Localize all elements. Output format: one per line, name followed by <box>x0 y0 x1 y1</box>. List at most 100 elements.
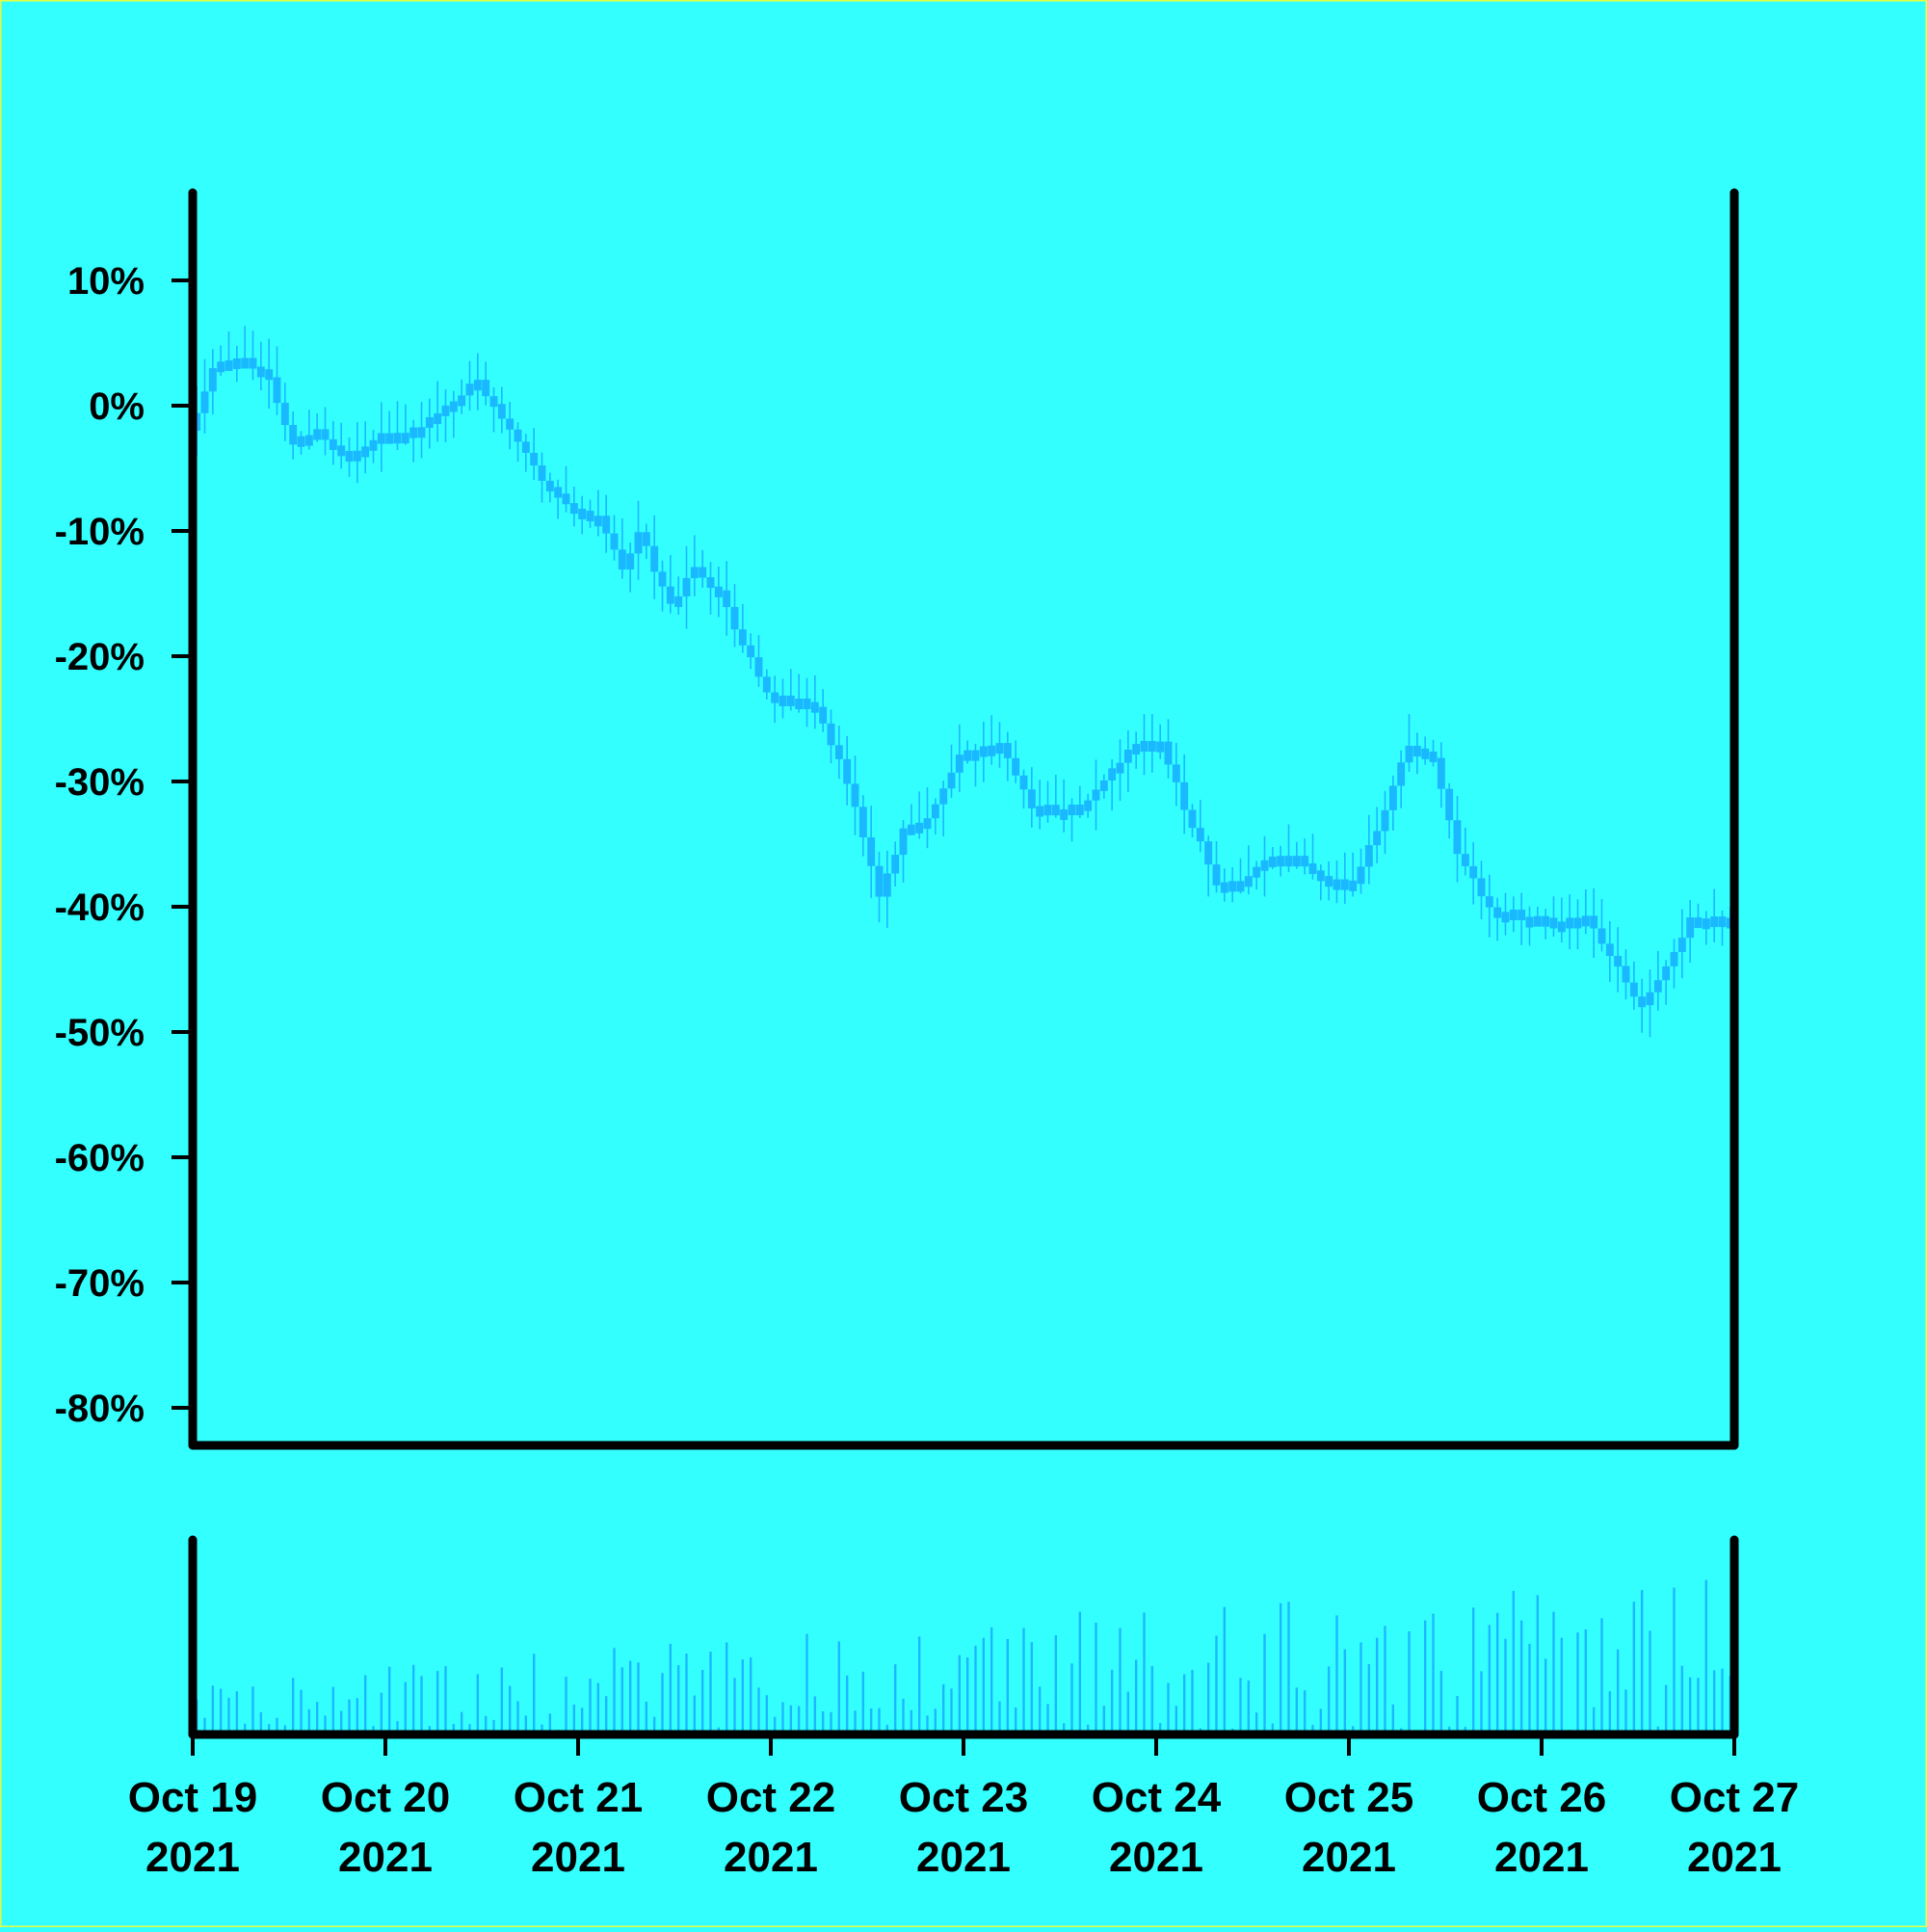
volume-bar <box>1640 1590 1644 1734</box>
volume-bar <box>1697 1678 1700 1734</box>
y-tick-label: 10% <box>67 260 145 303</box>
candle-body <box>1268 856 1277 867</box>
volume-bar <box>1215 1635 1218 1734</box>
volume-bar <box>1432 1613 1435 1734</box>
candle-body <box>1325 876 1333 887</box>
volume-bar <box>1471 1607 1475 1734</box>
candle-body <box>939 788 948 805</box>
candle-body <box>1646 992 1654 1006</box>
candle-body <box>361 446 370 458</box>
candle-body <box>779 695 787 706</box>
volume-bar <box>283 1725 287 1734</box>
candle-body <box>369 439 378 451</box>
volume-bar <box>917 1636 921 1734</box>
volume-bar <box>1423 1620 1427 1734</box>
volume-bar <box>1367 1663 1371 1734</box>
volume-bar <box>508 1685 512 1734</box>
volume-bar <box>1239 1678 1242 1734</box>
volume-bar <box>1504 1638 1507 1734</box>
candle-body <box>1228 881 1237 892</box>
candle-body <box>1012 757 1020 776</box>
volume-bar <box>974 1645 977 1734</box>
volume-bar <box>1456 1696 1459 1734</box>
volume-bar <box>661 1673 664 1734</box>
candle-body <box>610 533 619 550</box>
candle-body <box>1397 762 1406 786</box>
volume-bar <box>1664 1684 1668 1734</box>
candle-body <box>1605 943 1614 957</box>
volume-bar <box>1086 1724 1090 1734</box>
candle-body <box>1051 805 1060 816</box>
volume-bar <box>1560 1637 1564 1734</box>
candle-body <box>273 377 281 404</box>
candle-body <box>569 503 578 515</box>
candle-body <box>1164 741 1173 765</box>
volume-bar <box>676 1665 680 1734</box>
volume-bar <box>805 1633 808 1734</box>
volume-bar <box>1167 1682 1170 1734</box>
candle-body <box>562 493 570 505</box>
volume-bar <box>460 1711 463 1734</box>
candle-body <box>786 695 795 706</box>
x-tick-label-date: Oct 22 <box>706 1774 836 1821</box>
volume-bar <box>749 1656 752 1734</box>
candle-body <box>1662 966 1671 981</box>
candle-body <box>1629 982 1638 997</box>
volume-bar <box>1519 1620 1523 1734</box>
candle-body <box>762 676 771 693</box>
candle-body <box>795 699 804 709</box>
volume-bar <box>837 1641 841 1734</box>
volume-bar <box>861 1671 865 1734</box>
volume-bar <box>1584 1628 1588 1734</box>
candle-body <box>1019 775 1028 790</box>
candle-body <box>923 818 932 830</box>
volume-bar <box>227 1697 230 1734</box>
volume-bar <box>1680 1665 1684 1734</box>
candle-body <box>1188 809 1197 829</box>
candle-body <box>280 403 289 426</box>
volume-bar <box>950 1688 953 1734</box>
candle-body <box>682 577 691 596</box>
candle-body <box>1405 746 1413 763</box>
y-tick-label: -50% <box>55 1012 145 1054</box>
candle-body <box>1573 917 1582 929</box>
candle-body <box>353 450 361 462</box>
volume-bar <box>941 1683 945 1734</box>
volume-bar <box>420 1676 423 1734</box>
candle-body <box>827 723 835 746</box>
candle-body <box>1003 743 1012 758</box>
candle-body <box>964 750 972 761</box>
candle-body <box>1429 751 1438 762</box>
volume-bar <box>1014 1707 1017 1734</box>
candle-body <box>626 553 635 569</box>
candle-body <box>1340 879 1349 890</box>
candle-body <box>699 567 707 578</box>
volume-bar <box>869 1707 873 1734</box>
candle-body <box>1068 805 1076 815</box>
candle-body <box>650 545 659 572</box>
candle-body <box>401 433 409 444</box>
candle-body <box>738 629 747 646</box>
volume-bar <box>1608 1691 1612 1734</box>
candle-body <box>497 404 506 419</box>
candle-body <box>1549 917 1558 929</box>
volume-bar <box>572 1704 576 1734</box>
candle-body <box>1461 854 1469 866</box>
volume-bar <box>436 1671 439 1734</box>
volume-bar <box>1078 1611 1082 1734</box>
volume-bar <box>628 1660 632 1734</box>
volume-bar <box>267 1724 271 1734</box>
volume-bar <box>620 1667 624 1734</box>
volume-bar <box>596 1682 600 1734</box>
volume-bar <box>203 1717 206 1734</box>
candle-body <box>1533 915 1542 927</box>
candle-body <box>1099 780 1108 791</box>
candle-body <box>931 804 939 819</box>
volume-bar <box>645 1701 648 1734</box>
candle-body <box>747 645 755 658</box>
volume-bar <box>813 1696 817 1734</box>
candle-body <box>771 692 779 703</box>
volume-bar <box>1102 1706 1106 1734</box>
candle-body <box>988 745 996 756</box>
